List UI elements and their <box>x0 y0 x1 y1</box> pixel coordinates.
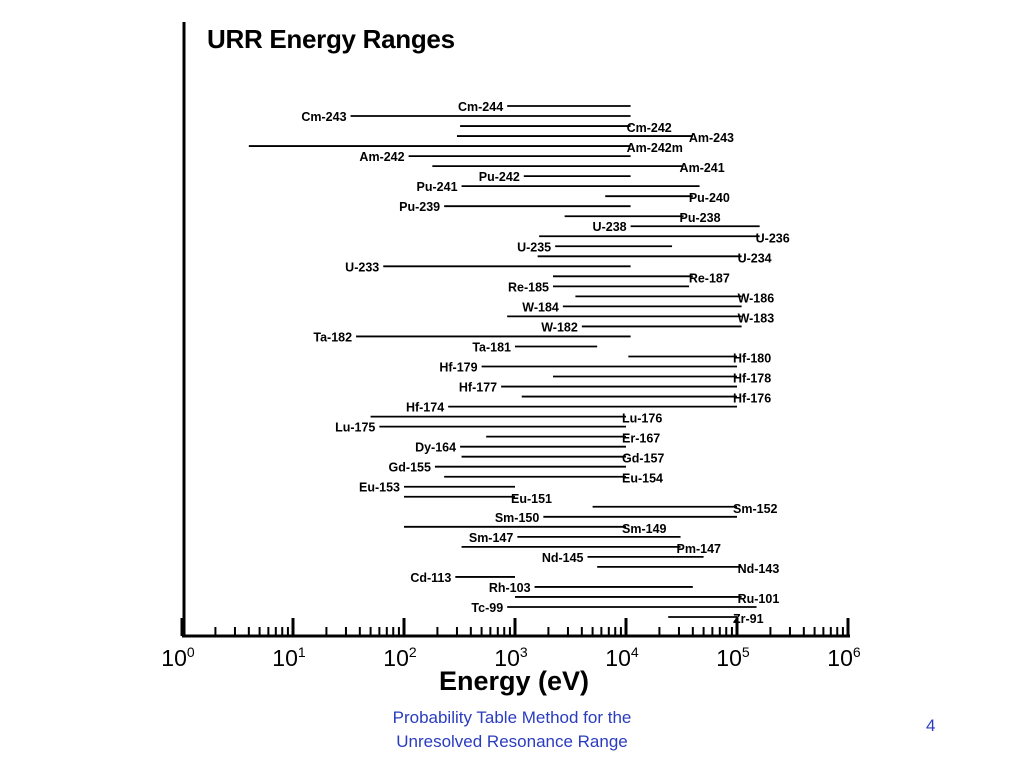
x-axis-ticks <box>180 618 850 636</box>
range-label: Hf-176 <box>733 392 771 406</box>
x-axis-tick-labels: 100 101 102 1 0 3 104 105 106 <box>161 644 861 671</box>
range-label: Re-187 <box>689 271 730 285</box>
x-tick-exponent: 3 <box>520 644 528 660</box>
x-tick-label: 100 <box>161 644 195 671</box>
slide-title: URR Energy Ranges <box>207 24 455 54</box>
range-label: U-234 <box>738 251 772 265</box>
range-label: Hf-178 <box>733 372 771 386</box>
range-label: Pm-147 <box>677 542 722 556</box>
range-label: W-186 <box>738 291 775 305</box>
page-number: 4 <box>926 716 936 735</box>
range-label: U-233 <box>345 260 379 274</box>
range-label: Ta-182 <box>313 330 352 344</box>
footer-line-1: Probability Table Method for the <box>392 708 632 727</box>
x-tick-exponent: 0 <box>187 644 195 660</box>
range-label: Eu-153 <box>359 481 400 495</box>
range-label: Eu-154 <box>622 472 663 486</box>
range-label: Lu-176 <box>622 412 662 426</box>
range-label: Am-241 <box>680 161 725 175</box>
range-label: Ta-181 <box>472 340 511 354</box>
x-tick-exponent: 6 <box>853 644 861 660</box>
range-label: Hf-179 <box>439 361 477 375</box>
range-label: Zr-91 <box>733 612 764 626</box>
range-label: Pu-240 <box>689 191 730 205</box>
x-tick-label: 105 <box>716 644 750 671</box>
range-label: Dy-164 <box>415 441 456 455</box>
range-label: Eu-151 <box>511 492 552 506</box>
range-label: W-182 <box>541 320 578 334</box>
range-label: U-236 <box>756 231 790 245</box>
range-label: Am-242m <box>627 141 683 155</box>
range-label: Gd-155 <box>389 461 431 475</box>
range-label: Sm-150 <box>495 511 540 525</box>
range-label: Cm-242 <box>627 121 672 135</box>
x-tick-label: 104 <box>605 644 639 671</box>
range-label: Sm-147 <box>469 531 514 545</box>
x-tick-exponent: 2 <box>409 644 417 660</box>
range-label: Ru-101 <box>738 592 780 606</box>
range-label: Cm-243 <box>301 110 346 124</box>
x-axis-label: Energy (eV) <box>439 666 589 696</box>
range-label: Am-243 <box>689 131 734 145</box>
range-label: Tc-99 <box>471 601 503 615</box>
range-label: U-238 <box>593 220 627 234</box>
x-tick-label: 106 <box>827 644 861 671</box>
range-label: U-235 <box>517 240 551 254</box>
range-bars <box>248 105 760 618</box>
x-tick-exponent: 5 <box>742 644 750 660</box>
range-label: Cd-113 <box>410 571 451 585</box>
range-label: Sm-149 <box>622 522 667 536</box>
range-label: Hf-177 <box>459 381 497 395</box>
range-labels: Cm-244 Cm-243 Cm-242 Am-243 Am-242m Am-242 Am-… <box>301 100 789 626</box>
range-label: Hf-180 <box>733 351 771 365</box>
range-label: Nd-143 <box>738 562 780 576</box>
range-label: Nd-145 <box>542 551 584 565</box>
range-label: Rh-103 <box>489 581 531 595</box>
footer-line-2: Unresolved Resonance Range <box>396 732 628 751</box>
range-label: Cm-244 <box>458 100 503 114</box>
range-label: Pu-238 <box>680 211 721 225</box>
range-label: Lu-175 <box>335 421 375 435</box>
range-label: Re-185 <box>508 280 549 294</box>
range-label: Hf-174 <box>406 401 444 415</box>
range-label: W-184 <box>522 300 559 314</box>
x-tick-label: 102 <box>383 644 417 671</box>
range-label: W-183 <box>738 311 775 325</box>
range-label: Gd-157 <box>622 452 664 466</box>
footer-caption: Probability Table Method for the Unresol… <box>352 706 672 754</box>
x-tick-label: 101 <box>272 644 306 671</box>
range-label: Sm-152 <box>733 502 778 516</box>
range-label: Er-167 <box>622 432 660 446</box>
range-label: Am-242 <box>359 150 404 164</box>
range-label: Pu-239 <box>399 200 440 214</box>
x-tick-exponent: 4 <box>631 644 639 660</box>
range-label: Pu-241 <box>417 180 458 194</box>
range-label: Pu-242 <box>479 170 520 184</box>
x-tick-exponent: 1 <box>298 644 306 660</box>
